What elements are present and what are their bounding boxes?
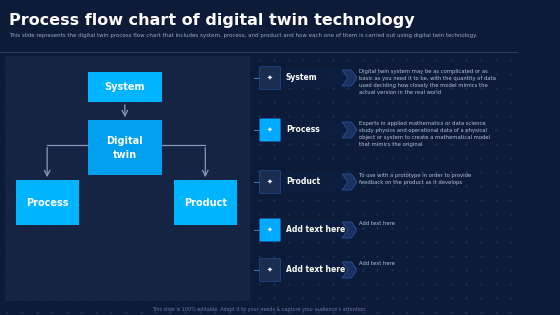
Text: Experts in applied mathematics or data science
study physics and operational dat: Experts in applied mathematics or data s… — [359, 121, 490, 147]
Text: Product: Product — [286, 177, 320, 186]
FancyBboxPatch shape — [283, 120, 348, 140]
FancyBboxPatch shape — [283, 260, 348, 280]
FancyBboxPatch shape — [259, 259, 281, 282]
Text: ✦: ✦ — [267, 179, 273, 185]
Polygon shape — [342, 70, 357, 86]
Text: Add text here: Add text here — [286, 266, 345, 274]
FancyBboxPatch shape — [283, 172, 348, 192]
Text: This slide represents the digital twin process flow chart that includes system, : This slide represents the digital twin p… — [10, 33, 478, 38]
Text: ✦: ✦ — [267, 127, 273, 133]
Text: Digital
twin: Digital twin — [106, 135, 143, 159]
Text: To use with a prototype in order to provide
feedback on the product as it develo: To use with a prototype in order to prov… — [359, 173, 471, 185]
Text: Digital twin system may be as complicated or as
basic as you need it to be, with: Digital twin system may be as complicate… — [359, 69, 496, 95]
FancyBboxPatch shape — [283, 68, 348, 88]
FancyBboxPatch shape — [174, 180, 237, 225]
FancyBboxPatch shape — [259, 118, 281, 141]
FancyBboxPatch shape — [16, 180, 78, 225]
Text: Process: Process — [26, 198, 68, 208]
Text: System: System — [105, 82, 145, 92]
Polygon shape — [342, 122, 357, 138]
Text: ✦: ✦ — [267, 227, 273, 233]
FancyBboxPatch shape — [4, 56, 250, 301]
Text: Add text here: Add text here — [286, 226, 345, 234]
Text: This slide is 100% editable. Adapt it to your needs & capture your audience’s at: This slide is 100% editable. Adapt it to… — [152, 307, 366, 312]
Text: ✦: ✦ — [267, 75, 273, 81]
FancyBboxPatch shape — [259, 66, 281, 89]
Text: ✦: ✦ — [267, 267, 273, 273]
Text: Process flow chart of digital twin technology: Process flow chart of digital twin techn… — [10, 13, 415, 28]
Text: System: System — [286, 73, 318, 83]
FancyBboxPatch shape — [259, 219, 281, 242]
FancyBboxPatch shape — [259, 170, 281, 193]
FancyBboxPatch shape — [88, 120, 162, 175]
Text: Add text here: Add text here — [359, 221, 395, 226]
Polygon shape — [342, 174, 357, 190]
Text: Product: Product — [184, 198, 227, 208]
Text: Add text here: Add text here — [359, 261, 395, 266]
FancyBboxPatch shape — [88, 72, 162, 102]
Polygon shape — [342, 262, 357, 278]
Text: Process: Process — [286, 125, 320, 135]
Polygon shape — [342, 222, 357, 238]
FancyBboxPatch shape — [283, 220, 348, 240]
